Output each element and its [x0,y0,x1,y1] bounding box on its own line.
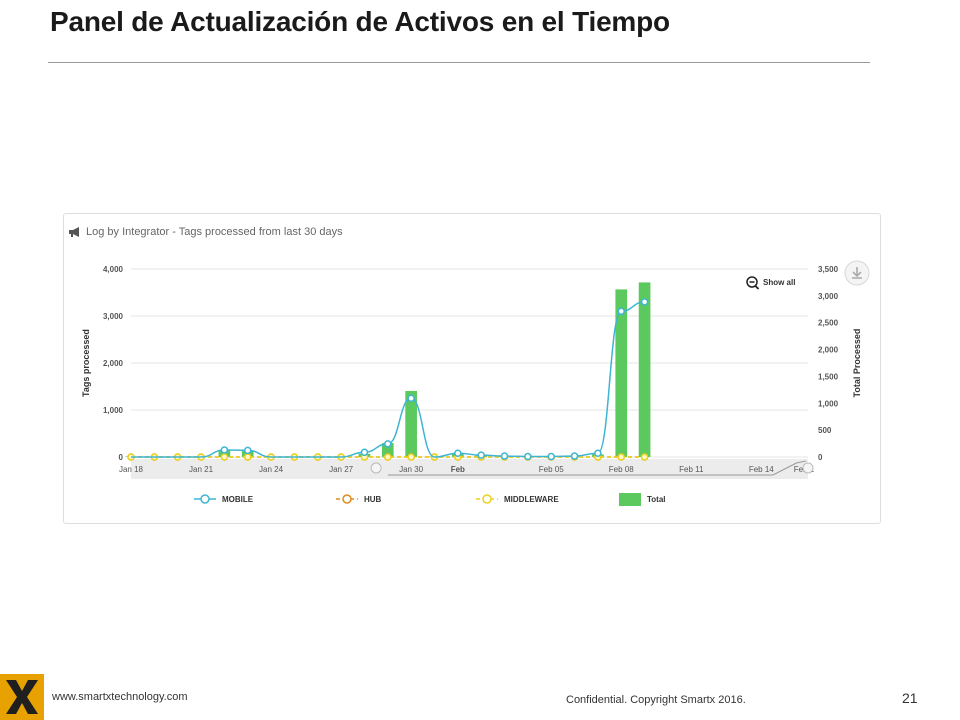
mobile-point [454,449,462,457]
footer-url[interactable]: www.smartxtechnology.com [52,691,188,703]
chart-title: Log by Integrator - Tags processed from … [86,226,343,238]
x-tick-label: Feb 14 [749,465,774,474]
x-axis-band [131,459,808,479]
right-tick-label: 3,500 [818,265,839,274]
mobile-line [131,301,645,458]
legend-label[interactable]: Total [647,495,666,504]
middleware-point [384,453,392,461]
title-divider [48,62,870,63]
legend-swatch-marker [482,494,492,504]
mobile-point [360,448,369,457]
right-tick-label: 3,000 [818,292,839,301]
left-tick-label: 1,000 [103,406,124,415]
navigator-line [387,460,807,476]
left-tick-label: 3,000 [103,312,124,321]
x-tick-label: Feb 08 [609,465,634,474]
mobile-point [477,451,485,459]
left-axis-title: Tags processed [81,329,91,397]
navigator-handle-left[interactable] [370,462,382,474]
zoom-out-icon-handle [754,285,760,290]
x-tick-label: Feb 11 [679,465,704,474]
right-tick-label: 1,000 [818,399,839,408]
right-axis-title: Total Processed [852,329,862,398]
mobile-point [640,298,649,306]
right-tick-label: 500 [818,426,832,435]
total-bar [638,282,651,457]
mobile-point [384,440,392,448]
legend-swatch-marker [200,494,210,504]
right-tick-label: 1,500 [818,372,839,381]
middleware-point [220,453,229,461]
legend-label[interactable]: HUB [364,495,382,504]
total-bar [615,289,628,457]
mobile-point [547,452,555,461]
middleware-point [640,453,649,461]
footer-confidential: Confidential. Copyright Smartx 2016. [566,694,746,706]
chart-header: Log by Integrator - Tags processed from … [68,222,343,242]
legend-swatch-bar [619,493,641,506]
right-tick-label: 0 [818,453,823,462]
mobile-point [220,446,229,454]
middleware-point [243,453,252,461]
x-tick-label: Jan 21 [189,465,214,474]
mobile-point [570,452,579,460]
navigator-handle-right[interactable] [802,462,814,474]
mobile-point [617,307,625,316]
legend-label[interactable]: MOBILE [222,495,254,504]
x-tick-label: Jan 24 [259,465,284,474]
total-bar [381,443,394,457]
legend-label[interactable]: MIDDLEWARE [504,495,559,504]
show-all-button[interactable]: Show all [763,278,795,287]
mobile-point [524,452,532,461]
slide-title: Panel de Actualización de Activos en el … [50,6,670,37]
left-tick-label: 0 [119,453,124,462]
x-tick-label: Jan 27 [329,465,354,474]
page-number: 21 [902,690,918,706]
mobile-point [500,452,509,460]
left-tick-label: 2,000 [103,359,124,368]
chart-panel: Log by Integrator - Tags processed from … [63,213,881,524]
mobile-point [594,449,602,457]
left-tick-label: 4,000 [103,265,124,274]
right-tick-label: 2,500 [818,319,839,328]
download-icon [852,267,862,279]
x-tick-label: Feb 05 [539,465,564,474]
smartx-logo [0,674,44,720]
mobile-point [407,394,415,402]
legend-swatch-marker [342,494,352,504]
mobile-point [243,446,252,455]
chart-canvas: 0 1,000 2,000 3,000 4,000 0 500 1,000 1,500 2,000… [81,260,870,506]
total-bar [405,390,417,457]
x-tick-label: Feb [451,465,465,474]
middleware-point [407,453,415,461]
x-tick-label: Jan 18 [119,465,144,474]
middleware-point [617,453,625,461]
right-tick-label: 2,000 [818,346,839,355]
megaphone-icon [68,226,82,238]
x-tick-label: Jan 30 [399,465,424,474]
